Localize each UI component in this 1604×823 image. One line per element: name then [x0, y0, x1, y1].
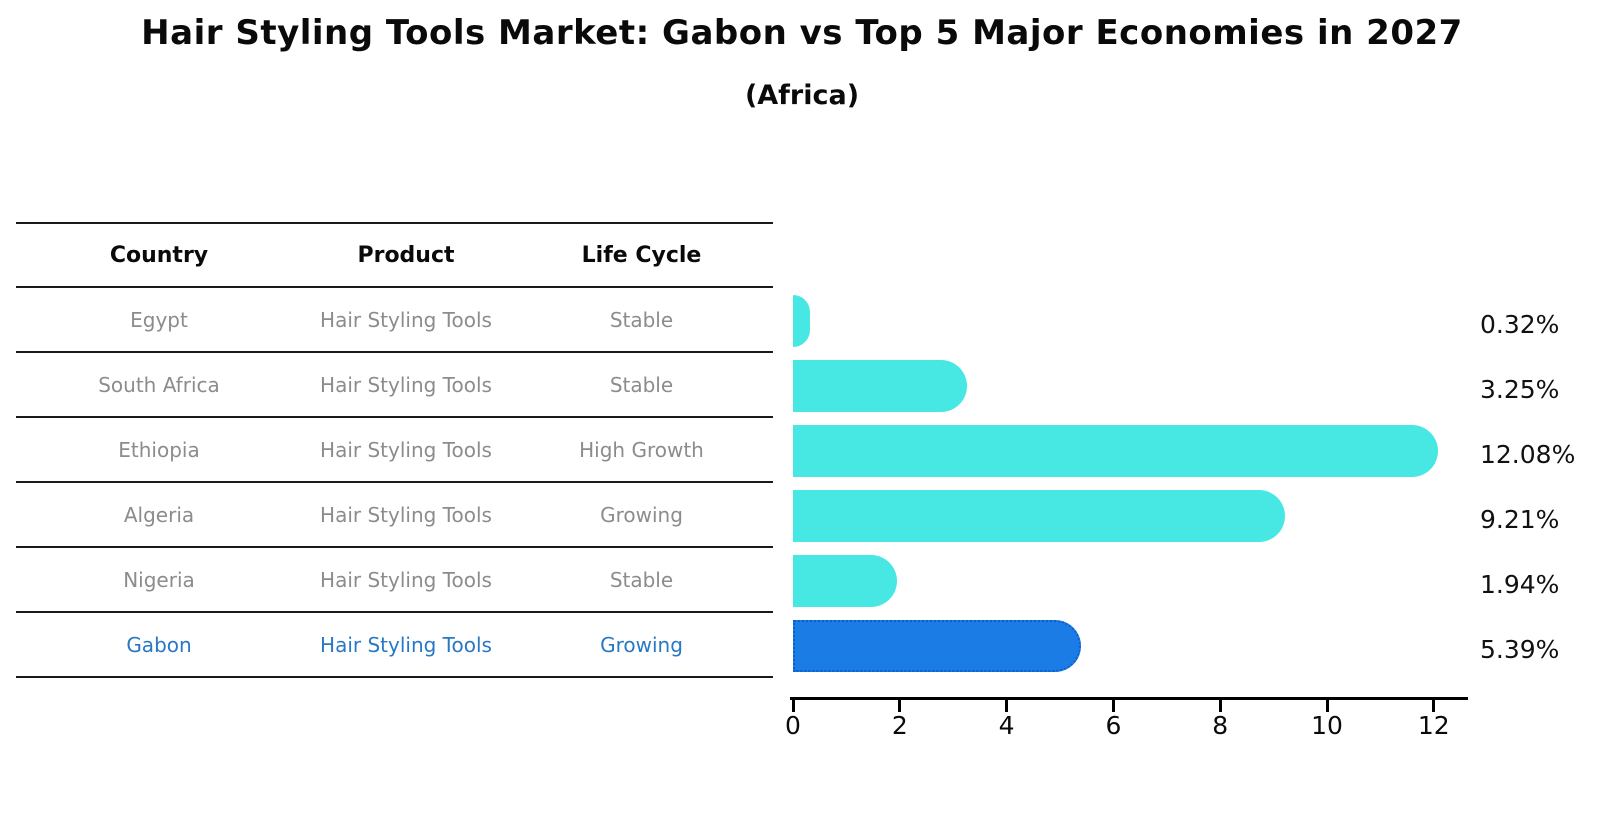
bar-algeria: [793, 489, 1285, 542]
chart-title: Hair Styling Tools Market: Gabon vs Top …: [141, 13, 1463, 53]
cell-country: Ethiopia: [118, 437, 200, 462]
x-tick-mark: [1432, 700, 1436, 712]
country-table: Country Product Life Cycle Egypt Hair Sty…: [16, 222, 773, 678]
cell-life-cycle: Stable: [609, 567, 674, 592]
cell-product: Hair Styling Tools: [320, 632, 492, 657]
table-row-nigeria: Nigeria Hair Styling Tools Stable: [16, 548, 773, 613]
x-tick-mark: [898, 700, 902, 712]
value-label: 3.25%: [1480, 374, 1560, 404]
x-tick-mark: [1005, 700, 1009, 712]
cell-life-cycle: Stable: [609, 372, 674, 397]
cell-product: Hair Styling Tools: [320, 437, 492, 462]
cell-country: Algeria: [123, 502, 195, 527]
value-label: 5.39%: [1480, 634, 1560, 664]
x-tick-mark: [1218, 700, 1222, 712]
x-tick-label: 12: [1417, 711, 1450, 740]
table-row-south-africa: South Africa Hair Styling Tools Stable: [16, 353, 773, 418]
cell-country: Egypt: [130, 307, 188, 332]
header-life-cycle: Life Cycle: [581, 242, 702, 268]
cell-life-cycle: Growing: [600, 632, 683, 657]
table-row-ethiopia: Ethiopia Hair Styling Tools High Growth: [16, 418, 773, 483]
value-label: 0.32%: [1480, 309, 1560, 339]
table-row-algeria: Algeria Hair Styling Tools Growing: [16, 483, 773, 548]
x-tick-label: 4: [998, 711, 1015, 740]
table-row-egypt: Egypt Hair Styling Tools Stable: [16, 288, 773, 353]
bar-ethiopia: [793, 424, 1439, 477]
chart-subtitle: (Africa): [744, 80, 860, 111]
x-tick-mark: [791, 700, 795, 712]
table-header-row: Country Product Life Cycle: [16, 222, 773, 288]
cell-product: Hair Styling Tools: [320, 567, 492, 592]
x-tick-label: 8: [1212, 711, 1229, 740]
cell-country: Nigeria: [123, 567, 195, 592]
x-tick-label: 2: [891, 711, 908, 740]
bar-nigeria: [793, 554, 897, 607]
value-label: 1.94%: [1480, 569, 1560, 599]
cell-life-cycle: Stable: [609, 307, 674, 332]
cell-life-cycle: High Growth: [579, 437, 704, 462]
header-product: Product: [357, 242, 455, 268]
x-axis-line: [790, 697, 1468, 700]
cell-product: Hair Styling Tools: [320, 307, 492, 332]
x-tick-label: 0: [785, 711, 801, 740]
cell-product: Hair Styling Tools: [320, 502, 492, 527]
x-tick-mark: [1111, 700, 1115, 712]
value-label: 9.21%: [1480, 504, 1560, 534]
x-tick-mark: [1325, 700, 1329, 712]
bar-south-africa: [793, 359, 967, 412]
bar-egypt: [793, 294, 811, 347]
cell-product: Hair Styling Tools: [320, 372, 492, 397]
bar-gabon: [793, 619, 1081, 672]
cell-country: South Africa: [98, 372, 220, 397]
cell-country: Gabon: [126, 632, 192, 657]
x-tick-label: 10: [1311, 711, 1343, 740]
header-country: Country: [109, 242, 209, 268]
x-tick-label: 6: [1105, 711, 1122, 740]
table-row-gabon: Gabon Hair Styling Tools Growing: [16, 613, 773, 678]
cell-life-cycle: Growing: [600, 502, 683, 527]
table-body: Egypt Hair Styling Tools Stable South Afric…: [16, 288, 773, 678]
value-label: 12.08%: [1480, 439, 1576, 469]
